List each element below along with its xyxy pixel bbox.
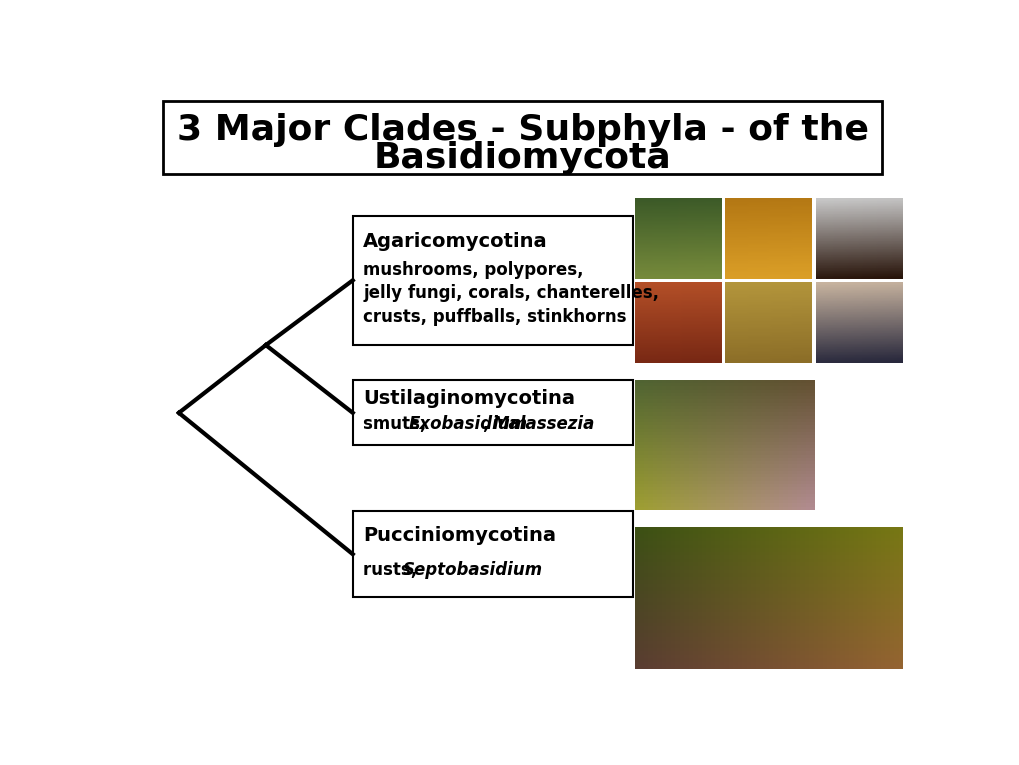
Text: Septobasidium: Septobasidium (403, 561, 542, 578)
FancyBboxPatch shape (353, 512, 633, 597)
Text: jelly fungi, corals, chanterelles,: jelly fungi, corals, chanterelles, (363, 285, 658, 302)
Text: ,: , (481, 415, 487, 434)
Text: mushrooms, polypores,: mushrooms, polypores, (363, 261, 583, 279)
Text: Agaricomycotina: Agaricomycotina (363, 232, 547, 251)
Text: smuts,: smuts, (363, 415, 432, 434)
Text: rusts,: rusts, (363, 561, 423, 578)
FancyBboxPatch shape (353, 380, 633, 445)
Text: Pucciniomycotina: Pucciniomycotina (363, 526, 555, 545)
Text: Ustilaginomycotina: Ustilaginomycotina (363, 389, 575, 408)
Text: Basidiomycota: Basidiomycota (374, 141, 671, 174)
FancyBboxPatch shape (163, 101, 881, 174)
Text: crusts, puffballs, stinkhorns: crusts, puffballs, stinkhorns (363, 308, 626, 326)
Text: 3 Major Clades - Subphyla - of the: 3 Major Clades - Subphyla - of the (176, 113, 868, 147)
FancyBboxPatch shape (353, 216, 633, 345)
Text: Exobasidium: Exobasidium (409, 415, 528, 434)
Text: Malassezia: Malassezia (492, 415, 594, 434)
